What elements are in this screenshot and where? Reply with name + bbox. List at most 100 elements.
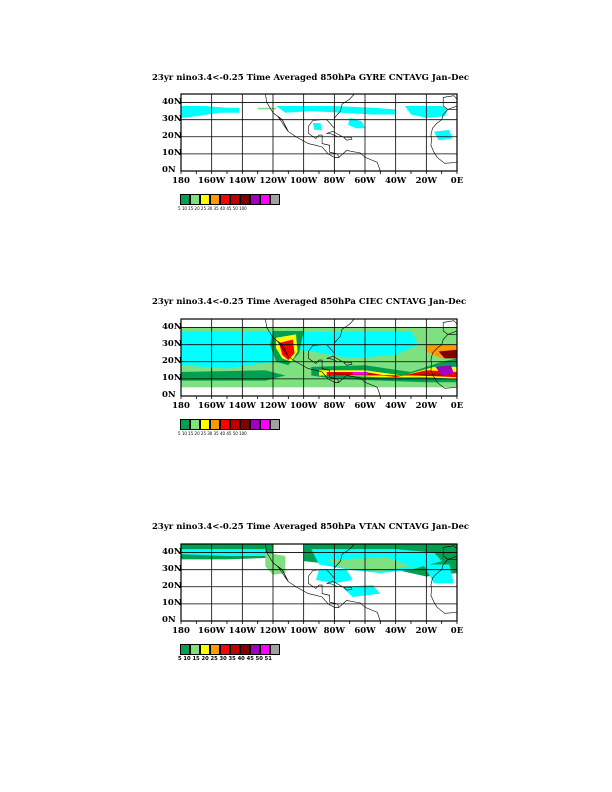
legend-swatch <box>190 644 200 655</box>
lon-tick-label: 60W <box>354 176 376 186</box>
legend-swatch <box>220 644 230 655</box>
legend-swatch <box>230 419 240 430</box>
north-america-outline <box>264 93 355 158</box>
gyre-contour <box>276 106 396 115</box>
legend-swatch <box>200 644 210 655</box>
color-legend <box>180 419 280 430</box>
lon-tick-label: 180 <box>172 176 190 186</box>
legend-swatch <box>230 194 240 205</box>
legend-swatch <box>260 194 270 205</box>
legend-swatch <box>190 419 200 430</box>
lon-tick-label: 120W <box>259 176 287 186</box>
lon-tick-label: 100W <box>290 401 318 411</box>
legend-swatch <box>270 419 280 430</box>
gyre-contour <box>312 123 323 130</box>
panel-title: 23yr nino3.4<-0.25 Time Averaged 850hPa … <box>152 73 470 83</box>
lon-tick-label: 20W <box>415 626 438 636</box>
map-frame <box>180 93 458 172</box>
legend-swatch <box>240 644 250 655</box>
color-legend <box>180 644 280 655</box>
lon-tick-label: 120W <box>259 401 287 411</box>
lon-tick-label: 140W <box>228 626 256 636</box>
legend-labels: 5 10 15 20 25 30 35 40 45 50 100 <box>178 431 247 436</box>
ciec-contour <box>181 370 286 381</box>
lat-tick-label: 20N <box>162 580 182 591</box>
lon-tick-label: 140W <box>228 176 256 186</box>
lon-tick-label: 160W <box>198 176 226 186</box>
lon-tick-label: 20W <box>415 176 438 186</box>
ciec-contour <box>181 331 273 369</box>
legend-swatch <box>240 194 250 205</box>
lat-tick-label: 30N <box>162 113 182 124</box>
ciec-contour <box>438 349 457 359</box>
lat-tick-label: 0N <box>162 615 176 625</box>
legend-swatch <box>190 194 200 205</box>
vtan-contour <box>423 564 454 584</box>
hispaniola-outline <box>342 586 353 591</box>
panel-title: 23yr nino3.4<-0.25 Time Averaged 850hPa … <box>152 522 470 532</box>
legend-swatch <box>200 419 210 430</box>
gyre-contour <box>257 107 277 110</box>
legend-swatch <box>220 194 230 205</box>
gyre-contour <box>434 129 453 141</box>
lon-tick-label: 80W <box>323 176 346 186</box>
legend-swatch <box>270 644 280 655</box>
vtan-contour <box>326 557 411 572</box>
legend-swatch <box>270 194 280 205</box>
lat-tick-label: 40N <box>162 321 182 332</box>
hispaniola-outline <box>342 136 353 141</box>
lat-tick-label: 20N <box>162 130 182 141</box>
legend-swatch <box>250 194 260 205</box>
legend-swatch <box>250 419 260 430</box>
lat-tick-label: 40N <box>162 546 182 557</box>
lon-tick-label: 60W <box>354 401 376 411</box>
lon-tick-label: 160W <box>198 401 226 411</box>
legend-swatch <box>240 419 250 430</box>
legend-swatch <box>210 419 220 430</box>
legend-swatch <box>250 644 260 655</box>
lon-tick-label: 0E <box>450 626 464 636</box>
ciec-contour <box>352 372 369 375</box>
gyre-contour <box>348 118 365 129</box>
lat-tick-label: 30N <box>162 563 182 574</box>
legend-swatch <box>260 419 270 430</box>
lon-tick-label: 40W <box>384 176 407 186</box>
gyre-contour <box>181 106 240 118</box>
lat-tick-label: 10N <box>162 147 182 158</box>
legend-swatch <box>260 644 270 655</box>
vtan-contour <box>265 552 286 575</box>
lat-tick-label: 10N <box>162 372 182 383</box>
lon-tick-label: 60W <box>354 626 376 636</box>
lon-tick-label: 80W <box>323 401 346 411</box>
lon-tick-label: 0E <box>450 401 464 411</box>
lat-tick-label: 10N <box>162 597 182 608</box>
legend-swatch <box>200 194 210 205</box>
lat-tick-label: 40N <box>162 96 182 107</box>
lon-tick-label: 180 <box>172 626 190 636</box>
lat-tick-label: 20N <box>162 355 182 366</box>
lon-tick-label: 80W <box>323 626 346 636</box>
lon-tick-label: 0E <box>450 176 464 186</box>
lon-tick-label: 100W <box>290 176 318 186</box>
lat-tick-label: 0N <box>162 390 176 400</box>
ciec-contour <box>319 366 457 379</box>
lon-tick-label: 40W <box>384 401 407 411</box>
legend-swatch <box>230 644 240 655</box>
lon-tick-label: 40W <box>384 626 407 636</box>
lat-tick-label: 30N <box>162 338 182 349</box>
lon-tick-label: 140W <box>228 401 256 411</box>
lon-tick-label: 120W <box>259 626 287 636</box>
legend-swatch <box>220 419 230 430</box>
legend-labels: 5 10 15 20 25 30 35 40 45 50 100 <box>178 206 247 211</box>
lon-tick-label: 180 <box>172 401 190 411</box>
lon-tick-label: 20W <box>415 401 438 411</box>
hispaniola-outline <box>342 361 353 366</box>
legend-swatch <box>210 644 220 655</box>
ciec-contour <box>435 365 454 376</box>
lon-tick-label: 160W <box>198 626 226 636</box>
lat-tick-label: 0N <box>162 165 176 175</box>
legend-labels: 5 10 15 20 25 30 35 40 45 50 51 <box>178 656 272 662</box>
color-legend <box>180 194 280 205</box>
legend-swatch <box>180 419 190 430</box>
